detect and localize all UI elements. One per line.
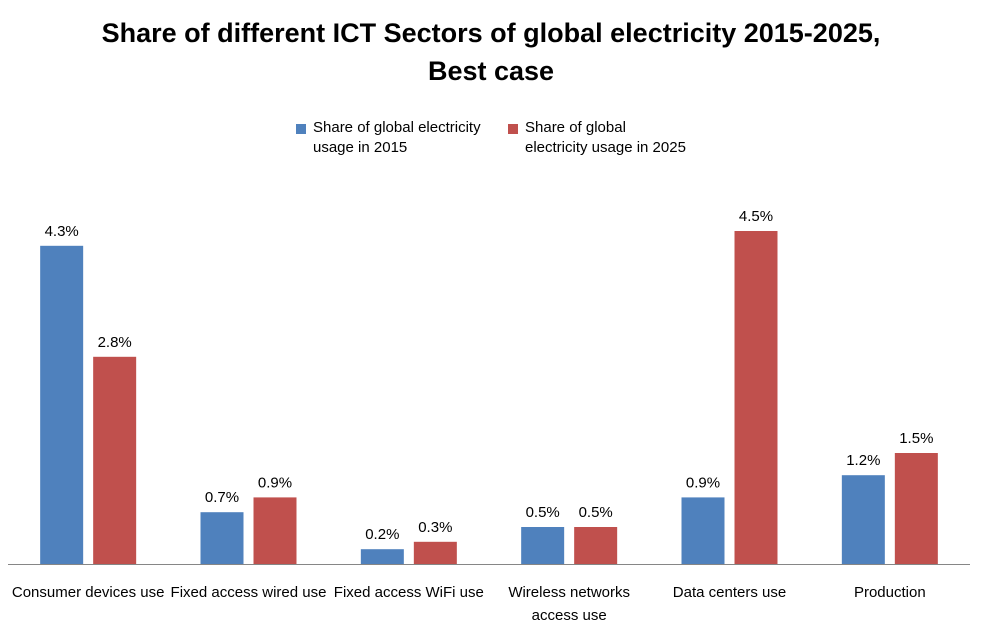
x-tick-label-1: Fixed access wired use bbox=[171, 584, 327, 601]
data-label-1-2015: 0.7% bbox=[205, 489, 239, 506]
data-label-5-2025: 1.5% bbox=[899, 430, 933, 447]
x-tick-label-3-line-2: access use bbox=[532, 607, 607, 624]
legend-label-2015-line-1: Share of global electricity bbox=[313, 119, 481, 136]
x-tick-label-5: Production bbox=[854, 584, 926, 601]
data-label-5-2015: 1.2% bbox=[846, 452, 880, 469]
data-label-2-2015: 0.2% bbox=[365, 526, 399, 543]
bar-1-2015 bbox=[200, 512, 244, 564]
bar-1-2025 bbox=[253, 497, 297, 564]
bar-5-2025 bbox=[894, 453, 938, 564]
data-label-4-2015: 0.9% bbox=[686, 474, 720, 491]
x-tick-label-0: Consumer devices use bbox=[12, 584, 165, 601]
chart-title-line-2: Best case bbox=[427, 56, 555, 86]
legend-label-2025: Share of global electricity usage in 202… bbox=[525, 118, 705, 158]
bar-3-2015 bbox=[521, 527, 565, 564]
legend-label-2015-line-2: usage in 2015 bbox=[313, 139, 408, 156]
legend-item-2015: Share of global electricity usage in 201… bbox=[296, 118, 493, 158]
x-tick-label-3-line-1: Wireless networks bbox=[508, 584, 630, 601]
chart-title-line-1: Share of different ICT Sectors of global… bbox=[101, 18, 881, 48]
bar-3-2025 bbox=[574, 527, 618, 564]
x-tick-label-4: Data centers use bbox=[673, 584, 786, 601]
legend: Share of global electricity usage in 201… bbox=[0, 118, 982, 168]
bar-2-2025 bbox=[413, 541, 457, 564]
bar-4-2015 bbox=[681, 497, 725, 564]
legend-label-2025-line-1: Share of global bbox=[525, 119, 626, 136]
chart-title: Share of different ICT Sectors of global… bbox=[0, 14, 982, 90]
legend-item-2025: Share of global electricity usage in 202… bbox=[508, 118, 705, 158]
legend-label-2025-line-2: electricity usage in 2025 bbox=[525, 139, 686, 156]
data-label-2-2025: 0.3% bbox=[418, 519, 452, 536]
data-label-0-2015: 4.3% bbox=[45, 223, 79, 240]
legend-swatch-2015 bbox=[296, 124, 306, 134]
bar-2-2015 bbox=[360, 549, 404, 564]
data-label-0-2025: 2.8% bbox=[98, 334, 132, 351]
legend-label-2015: Share of global electricity usage in 201… bbox=[313, 118, 493, 158]
bar-5-2015 bbox=[841, 475, 885, 564]
x-tick-label-2: Fixed access WiFi use bbox=[334, 584, 484, 601]
legend-swatch-2025 bbox=[508, 124, 518, 134]
data-label-4-2025: 4.5% bbox=[739, 208, 773, 225]
data-label-3-2015: 0.5% bbox=[526, 504, 560, 521]
data-label-1-2025: 0.9% bbox=[258, 474, 292, 491]
bar-0-2015 bbox=[40, 245, 84, 565]
bar-4-2025 bbox=[734, 231, 778, 564]
bar-0-2025 bbox=[93, 356, 137, 564]
data-label-3-2025: 0.5% bbox=[579, 504, 613, 521]
